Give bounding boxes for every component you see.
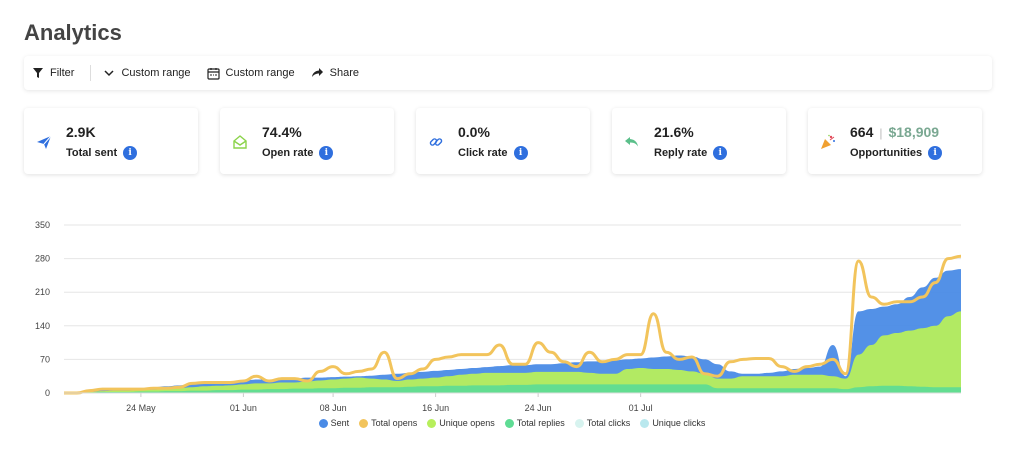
custom-range-date-button[interactable]: Custom range — [206, 67, 295, 80]
legend-item[interactable]: Total replies — [504, 418, 565, 428]
party-popper-icon — [821, 134, 835, 149]
legend-item[interactable]: Total opens — [359, 418, 417, 428]
legend-label: Total replies — [516, 418, 565, 428]
legend-dot — [574, 418, 584, 428]
legend-label: Sent — [330, 418, 350, 428]
link-icon — [429, 138, 443, 146]
y-tick-label: 280 — [35, 254, 50, 264]
x-tick-label: 08 Jun — [320, 403, 347, 413]
series-line-total-opens — [63, 254, 962, 395]
analytics-chart: 0 70 140 210 280 350 24 May 01 Jun 08 Jun 16 Jun 2… — [0, 212, 1024, 442]
open-rate-label: Open rate — [262, 147, 314, 159]
open-rate-card: 74.4% Open rate i — [220, 108, 394, 174]
legend-dot — [640, 418, 650, 428]
info-icon[interactable]: i — [513, 146, 528, 160]
send-icon — [37, 135, 52, 149]
custom-range-date-label: Custom range — [225, 67, 295, 79]
legend-dot — [318, 418, 328, 428]
metrics-cards: 2.9K Total sent i 74.4% Open rate i 0.0% C… — [24, 108, 992, 174]
chevron-down-icon — [104, 70, 114, 77]
toolbar: Filter Custom range Custom range Share — [24, 56, 992, 90]
x-tick-label: 24 Jun — [525, 403, 552, 413]
opportunities-value: $18,909 — [888, 124, 940, 140]
x-tick-label: 24 May — [126, 403, 156, 413]
analytics-area-chart: 0 70 140 210 280 350 24 May 01 Jun 08 Jun 16 Jun 2… — [35, 220, 962, 413]
custom-range-dropdown[interactable]: Custom range — [103, 67, 191, 79]
legend-item[interactable]: Sent — [318, 418, 350, 428]
legend-dot — [504, 418, 514, 428]
reply-rate-value: 21.6% — [654, 124, 694, 140]
total-sent-card: 2.9K Total sent i — [24, 108, 198, 174]
filter-button[interactable]: Filter — [32, 67, 74, 79]
x-tick-label: 16 Jun — [422, 403, 449, 413]
reply-rate-label: Reply rate — [654, 147, 708, 159]
opportunities-card: 664 | $18,909 Opportunities i — [808, 108, 982, 174]
filter-label: Filter — [50, 67, 75, 79]
series-area-unique-opens — [64, 311, 961, 393]
total-sent-value: 2.9K — [66, 124, 96, 140]
x-tick-label: 01 Jul — [629, 403, 653, 413]
toolbar-divider — [90, 65, 92, 81]
legend-label: Unique clicks — [652, 418, 706, 428]
total-sent-label: Total sent — [66, 147, 118, 159]
info-icon[interactable]: i — [123, 146, 138, 160]
click-rate-label: Click rate — [458, 147, 508, 159]
reply-rate-card: 21.6% Reply rate i — [612, 108, 786, 174]
share-button[interactable]: Share — [311, 67, 359, 79]
share-arrow-icon — [311, 68, 323, 77]
x-tick-label: 01 Jun — [230, 403, 257, 413]
info-icon[interactable]: i — [713, 146, 728, 160]
y-tick-label: 140 — [35, 321, 50, 331]
info-icon[interactable]: i — [928, 146, 943, 160]
legend-item[interactable]: Unique opens — [427, 418, 495, 428]
reply-icon — [625, 137, 638, 147]
calendar-icon — [206, 67, 220, 80]
opportunities-count: 664 — [850, 124, 874, 140]
legend-dot — [359, 418, 369, 428]
chart-legend: Sent Total opens Unique opens Total replies… — [0, 418, 1024, 428]
envelope-open-icon — [233, 135, 247, 149]
filter-icon — [33, 68, 43, 78]
share-label: Share — [329, 67, 359, 79]
y-tick-label: 350 — [35, 220, 50, 230]
legend-label: Total clicks — [586, 418, 631, 428]
click-rate-value: 0.0% — [458, 124, 490, 140]
y-tick-label: 0 — [45, 388, 50, 398]
legend-label: Total opens — [371, 418, 418, 428]
page-title: Analytics — [24, 20, 122, 45]
value-separator: | — [879, 126, 883, 140]
info-icon[interactable]: i — [319, 146, 334, 160]
open-rate-value: 74.4% — [262, 124, 302, 140]
legend-dot — [427, 418, 437, 428]
legend-item[interactable]: Total clicks — [574, 418, 631, 428]
legend-label: Unique opens — [439, 418, 495, 428]
series-area-total-replies — [64, 384, 961, 393]
click-rate-card: 0.0% Click rate i — [416, 108, 590, 174]
y-tick-label: 210 — [35, 287, 50, 297]
y-tick-label: 70 — [40, 354, 50, 364]
opportunities-label: Opportunities — [850, 147, 923, 159]
custom-range-label: Custom range — [121, 67, 191, 79]
legend-item[interactable]: Unique clicks — [640, 418, 705, 428]
